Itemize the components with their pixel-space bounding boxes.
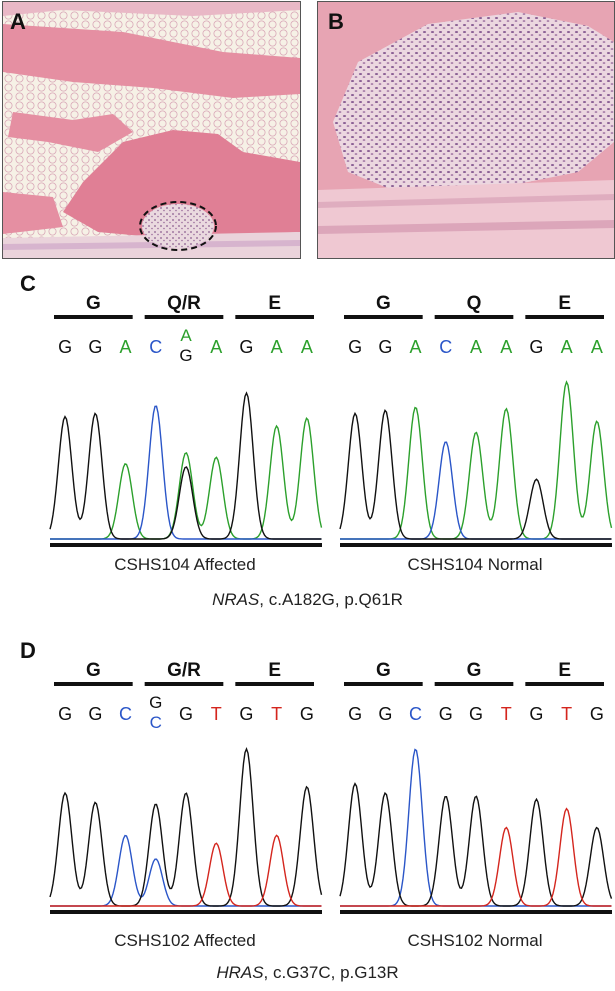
gene-name-d: HRAS [216, 963, 264, 982]
codon-bar [235, 682, 314, 686]
base-call: A [120, 337, 132, 357]
base-call: G [149, 693, 162, 712]
base-call: A [271, 337, 283, 357]
panel-letter-d: D [20, 638, 36, 663]
base-call: G [590, 704, 604, 724]
caption-c: NRAS, c.A182G, p.Q61R [0, 590, 615, 610]
trace-G [339, 408, 612, 540]
base-call: C [439, 337, 452, 357]
trace-C [50, 405, 322, 540]
sample-label-c-left: CSHS104 Affected [114, 555, 256, 574]
sample-label-d-left: CSHS102 Affected [114, 931, 256, 950]
base-call: G [239, 337, 253, 357]
codon-bar [144, 682, 224, 686]
base-call-secondary: G [179, 346, 192, 365]
base-call: G [348, 704, 362, 724]
base-call: T [501, 704, 512, 724]
codon-label: E [558, 293, 571, 314]
base-call: G [58, 337, 72, 357]
base-call: G [88, 337, 102, 357]
trace-A [340, 380, 613, 540]
base-call: G [300, 704, 314, 724]
codon-bar [54, 682, 133, 686]
base-call-secondary: C [150, 713, 162, 732]
chromatogram-panel-c: G Q/R EG G A CAG A G A AG Q EG G A C A A G A A [49, 293, 613, 547]
trace-T [340, 807, 612, 907]
codon-bar [434, 682, 514, 686]
sample-label-d-right: CSHS102 Normal [407, 931, 543, 950]
codon-label: G [467, 660, 482, 681]
panel-letter-a: A [10, 9, 26, 34]
mutation-d: , c.G37C, p.G13R [263, 963, 399, 982]
base-call: G [378, 704, 392, 724]
mutation-c: , c.A182G, p.Q61R [259, 590, 403, 609]
sample-label-c-right: CSHS104 Normal [407, 555, 543, 574]
panel-letter-b: B [328, 9, 344, 34]
codon-label: Q/R [167, 293, 201, 314]
base-call: G [469, 704, 483, 724]
base-call: A [500, 337, 512, 357]
codon-label: G/R [167, 660, 201, 681]
base-call: G [439, 704, 453, 724]
base-call: A [561, 337, 573, 357]
codon-label: E [268, 660, 281, 681]
chromatogram-panel-d: G G/R EG G CGC G T G T GG G EG G C G G T G T G [49, 660, 613, 914]
histology-image-b [317, 1, 615, 259]
trace-baseline [50, 910, 322, 914]
trace-baseline [50, 543, 322, 547]
trace-G [49, 747, 323, 907]
codon-bar [144, 315, 224, 319]
trace-G [49, 391, 322, 540]
base-call: G [179, 704, 193, 724]
base-call: C [149, 337, 162, 357]
codon-label: E [558, 660, 571, 681]
codon-label: Q [467, 293, 482, 314]
codon-bar [434, 315, 514, 319]
base-call: T [211, 704, 222, 724]
base-call: G [88, 704, 102, 724]
codon-bar [344, 315, 423, 319]
codon-bar [344, 682, 423, 686]
histology-image-a [2, 1, 301, 259]
gene-name-c: NRAS [212, 590, 260, 609]
lesion-outline [139, 201, 217, 251]
histology-a-drawing [3, 2, 300, 258]
codon-label: G [376, 660, 391, 681]
panel-letter-c: C [20, 271, 36, 296]
base-call: G [58, 704, 72, 724]
base-call: T [561, 704, 572, 724]
codon-label: G [376, 293, 391, 314]
histology-b-drawing [318, 2, 614, 258]
codon-label: E [268, 293, 281, 314]
trace-C [340, 441, 612, 540]
base-call: T [271, 704, 282, 724]
base-call: C [119, 704, 132, 724]
base-call: G [529, 337, 543, 357]
base-call: A [470, 337, 482, 357]
base-call: G [529, 704, 543, 724]
base-call: G [378, 337, 392, 357]
codon-label: G [86, 293, 101, 314]
trace-T [50, 834, 322, 907]
codon-bar [525, 682, 604, 686]
codon-bar [235, 315, 314, 319]
trace-baseline [340, 543, 612, 547]
base-call: A [591, 337, 603, 357]
base-call: G [239, 704, 253, 724]
trace-baseline [340, 910, 612, 914]
base-call: A [301, 337, 313, 357]
trace-G [339, 782, 613, 907]
codon-label: G [86, 660, 101, 681]
caption-d: HRAS, c.G37C, p.G13R [0, 963, 615, 983]
codon-bar [525, 315, 604, 319]
base-call: G [348, 337, 362, 357]
base-call: A [410, 337, 422, 357]
base-call: A [210, 337, 222, 357]
base-call: C [409, 704, 422, 724]
base-call: A [180, 326, 192, 345]
codon-bar [54, 315, 133, 319]
